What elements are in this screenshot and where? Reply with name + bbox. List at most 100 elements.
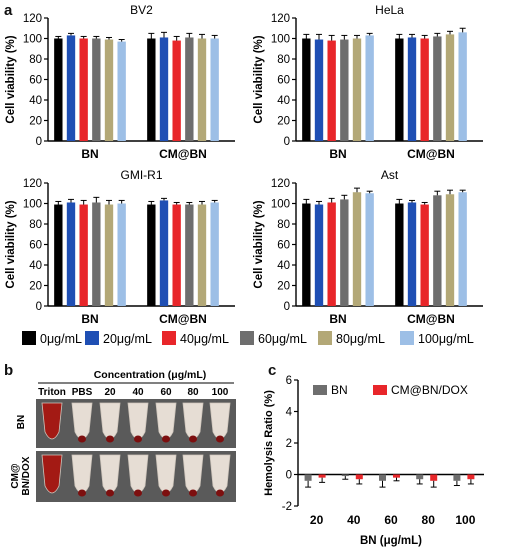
legend-label: 40μg/mL [180,332,229,346]
y-tick-label: 60 [29,75,42,87]
y-axis-title: Cell viability (%) [5,200,17,288]
bar [327,202,336,306]
bar [117,41,126,142]
photo-column-label: Triton [38,387,66,398]
bar [458,192,467,306]
bar [340,39,349,141]
bar [341,474,349,477]
bar [420,38,429,141]
x-category-label: BN [81,312,98,326]
bar [314,39,324,141]
y-tick-label: 6 [286,375,292,387]
bar [66,202,76,306]
tube-pellet [162,435,170,443]
tube-pellet [106,435,114,443]
bar [54,204,63,306]
tube-pellet [216,489,224,497]
tube-pellet [189,435,197,443]
x-category-label: CM@BN [159,147,207,161]
chart-title: BV2 [130,3,153,17]
y-tick-label: 4 [286,407,293,419]
bar [379,474,386,481]
y-tick-label: 100 [271,34,290,46]
y-axis-title: Cell viability (%) [5,35,17,123]
bar [79,204,88,306]
x-category-label: BN [81,147,98,161]
y-tick-label: 40 [29,260,42,272]
tube-pellet [134,489,142,497]
bar [355,474,363,480]
bar [54,38,63,141]
bar [79,38,88,141]
legend-swatch [373,385,387,395]
tube-pellet [216,435,224,443]
y-tick-label: 20 [277,281,290,293]
bar [318,474,326,478]
tube-pellet [189,489,197,497]
bar [117,203,126,306]
legend-swatch [22,331,36,345]
y-tick-label: 80 [277,54,290,66]
y-tick-label: 40 [29,95,42,107]
bar [147,204,156,306]
bar [304,474,312,481]
bar [210,38,219,141]
photo-column-label: PBS [72,387,93,398]
legend-label: 80μg/mL [336,332,385,346]
y-tick-label: 100 [271,199,290,211]
tube-pellet [78,489,86,497]
bar [327,40,336,141]
bar [172,40,181,141]
chart-title: HeLa [375,3,404,17]
bar [197,38,207,141]
bar [365,35,374,141]
x-category-label: CM@BN [407,147,455,161]
y-tick-label: 60 [277,240,290,252]
legend-label: BN [331,383,348,397]
bar [92,202,101,306]
y-tick-label: -2 [282,501,292,513]
bar [407,202,417,306]
legend-label: 20μg/mL [103,332,152,346]
bar [445,194,455,306]
y-tick-label: 80 [29,219,42,231]
y-tick-label: 120 [271,178,290,190]
y-tick-label: 60 [277,75,290,87]
y-tick-label: 20 [29,281,42,293]
x-axis-title: BN (μg/mL) [360,535,422,547]
bar [197,204,207,306]
bar [458,32,467,141]
bar [393,474,400,478]
legend-swatch [85,331,99,345]
y-tick-label: 100 [23,199,42,211]
photo-column-label: 20 [104,387,116,398]
y-tick-label: 80 [277,219,290,231]
bar [185,37,194,141]
legend-swatch [240,331,254,345]
y-tick-label: 80 [29,54,42,66]
x-category-label: 80 [422,513,436,527]
bar [302,38,311,141]
x-category-label: 20 [310,513,324,527]
x-category-label: BN [329,147,346,161]
y-axis-title: Cell viability (%) [253,35,265,123]
bar [159,37,169,141]
photo-row-label: BN/DOX [21,456,32,495]
x-category-label: BN [329,312,346,326]
legend-swatch [313,385,327,395]
bar [104,39,114,141]
y-tick-label: 100 [23,34,42,46]
y-tick-label: 0 [36,136,42,148]
legend-label: 100μg/mL [418,332,474,346]
bar [314,204,324,306]
bar [445,34,455,141]
y-tick-label: 0 [286,470,292,482]
legend-label: 60μg/mL [258,332,307,346]
photo-column-label: 40 [132,387,144,398]
tube-pellet [162,489,170,497]
chart-title: GMI-R1 [121,168,163,182]
y-tick-label: 0 [284,301,290,313]
y-tick-label: 60 [29,240,42,252]
y-tick-label: 0 [284,136,290,148]
